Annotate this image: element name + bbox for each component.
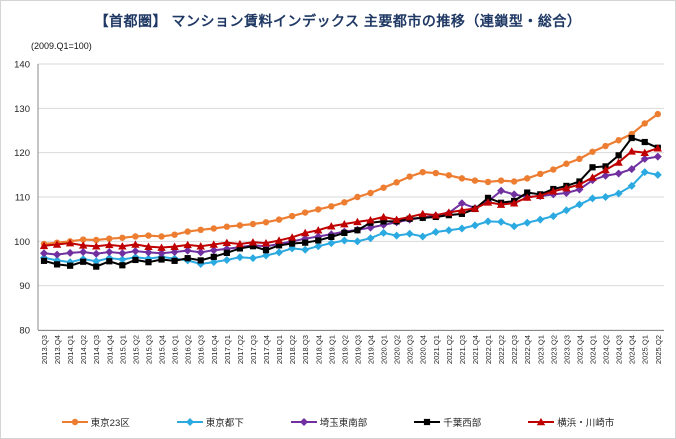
x-axis-tick-label: 2021.Q2 (445, 335, 454, 364)
legend-item-4: 横浜・川崎市 (528, 415, 614, 429)
x-axis-tick-label: 2024.Q2 (602, 335, 611, 364)
legend-label: 埼玉東南部 (319, 418, 368, 429)
x-axis-tick-label: 2017.Q2 (236, 335, 245, 364)
y-axis-tick-label: 120 (14, 148, 30, 159)
y-axis-tick-label: 80 (19, 326, 30, 337)
x-axis-tick-label: 2018.Q1 (275, 335, 284, 364)
legend-label: 千葉西部 (443, 418, 482, 429)
y-axis-tick-label: 90 (19, 281, 30, 292)
x-axis-tick-label: 2018.Q2 (288, 335, 297, 364)
x-axis-tick-label: 2024.Q4 (628, 335, 637, 364)
x-axis-tick-label: 2014.Q4 (105, 335, 114, 364)
x-axis-tick-label: 2023.Q4 (575, 335, 584, 364)
x-axis-tick-label: 2019.Q1 (327, 335, 336, 364)
x-axis-tick-label: 2022.Q1 (484, 335, 493, 364)
legend-item-0: 東京23区 (61, 415, 130, 429)
x-axis-tick-label: 2022.Q3 (510, 335, 519, 364)
x-axis-tick-label: 2019.Q2 (340, 335, 349, 364)
series-埼玉東南部 (40, 152, 662, 259)
x-axis-tick-label: 2021.Q1 (432, 335, 441, 364)
x-axis-tick-label: 2015.Q4 (158, 335, 167, 364)
x-axis-tick-label: 2017.Q1 (223, 335, 232, 364)
legend-item-3: 千葉西部 (414, 415, 481, 429)
x-axis-tick-label: 2013.Q3 (40, 335, 49, 364)
x-axis-tick-label: 2017.Q3 (249, 335, 258, 364)
x-axis-tick-label: 2020.Q2 (393, 335, 402, 364)
x-axis-tick-label: 2024.Q1 (589, 335, 598, 364)
x-axis-tick-label: 2016.Q2 (184, 335, 193, 364)
legend-marker-diamond-icon (176, 418, 203, 426)
legend-marker-square-icon (414, 418, 441, 426)
x-axis-tick-label: 2023.Q2 (549, 335, 558, 364)
legend-item-1: 東京都下 (176, 415, 244, 429)
axis-unit-note: (2009.Q1=100) (31, 41, 92, 51)
y-axis-tick-label: 100 (14, 237, 30, 248)
x-axis-tick-label: 2020.Q1 (380, 335, 389, 364)
x-axis-tick-label: 2014.Q3 (92, 335, 101, 364)
x-axis-tick-label: 2016.Q4 (210, 335, 219, 364)
legend-item-2: 埼玉東南部 (290, 415, 368, 429)
x-axis-tick-label: 2017.Q4 (262, 335, 271, 364)
x-axis-tick-label: 2020.Q3 (406, 335, 415, 364)
line-chart-plot: 80 90 100 110 120 130 140 2013.Q3 2013.Q4 2014.Q1… (14, 60, 664, 364)
x-axis-tick-label: 2019.Q3 (353, 335, 362, 364)
legend-marker-triangle-icon (528, 417, 555, 426)
legend-label: 東京都下 (205, 418, 244, 429)
x-axis-tick-label: 2013.Q4 (53, 335, 62, 364)
x-axis-tick-label: 2023.Q1 (536, 335, 545, 364)
x-axis-tick-label: 2015.Q3 (144, 335, 153, 364)
chart-legend: 東京23区 東京都下 埼玉東南部 千葉西部 横浜・川崎市 (0, 415, 676, 429)
legend-label: 東京23区 (90, 418, 130, 429)
x-axis-tick-labels: 2013.Q3 2013.Q4 2014.Q1 2014.Q2 2014.Q3 2014.… (40, 335, 663, 364)
series-東京23区 (40, 110, 661, 248)
chart-title: 【首都圏】 マンション賃料インデックス 主要都市の推移（連鎖型・総合） (94, 13, 582, 29)
legend-marker-diamond-icon (290, 418, 317, 426)
x-axis-tick-label: 2021.Q3 (458, 335, 467, 364)
x-axis-tick-label: 2018.Q3 (301, 335, 310, 364)
x-axis-tick-label: 2018.Q4 (314, 335, 323, 364)
y-axis-tick-label: 110 (15, 193, 30, 204)
x-axis-tick-label: 2014.Q1 (66, 335, 75, 364)
legend-marker-circle-icon (61, 418, 88, 426)
y-axis-tick-label: 130 (14, 104, 30, 115)
x-axis-tick-label: 2025.Q2 (654, 335, 663, 364)
x-axis-tick-label: 2015.Q1 (118, 335, 127, 364)
x-axis-tick-label: 2016.Q3 (197, 335, 206, 364)
series-横浜・川崎市 (39, 144, 662, 251)
y-gridlines (38, 63, 664, 331)
x-axis-tick-label: 2022.Q4 (523, 335, 532, 364)
x-axis-tick-label: 2014.Q2 (79, 335, 88, 364)
x-axis-tick-label: 2016.Q1 (171, 335, 180, 364)
x-axis-tick-label: 2015.Q2 (131, 335, 140, 364)
x-axis-tick-label: 2023.Q3 (562, 335, 571, 364)
x-axis-tick-label: 2019.Q4 (366, 335, 375, 364)
x-axis-tick-label: 2021.Q4 (471, 335, 480, 364)
x-axis-tick-label: 2025.Q1 (641, 335, 650, 364)
legend-label: 横浜・川崎市 (557, 418, 615, 429)
x-axis-tick-label: 2024.Q3 (615, 335, 624, 364)
x-axis-tick-label: 2020.Q4 (419, 335, 428, 364)
x-axis-tick-label: 2022.Q2 (497, 335, 506, 364)
y-axis-tick-label: 140 (14, 60, 30, 71)
